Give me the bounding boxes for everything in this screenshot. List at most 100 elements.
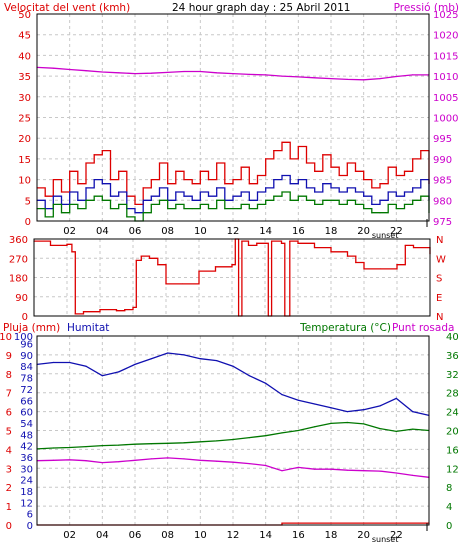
point-pressure [199, 70, 201, 73]
point-dew_point [167, 457, 169, 459]
point-dew_point [314, 468, 316, 470]
x-tick-label: 20 [357, 530, 370, 541]
point-wind [363, 195, 365, 197]
point-gust [52, 179, 54, 181]
point-avg_wind [273, 195, 275, 197]
point-wind [248, 199, 250, 201]
point-avg_wind [403, 203, 406, 206]
point-temperature [150, 443, 152, 445]
left-tick-label: 180 [9, 274, 28, 285]
left-tick-label: 15 [18, 155, 31, 166]
series-wind_direction [34, 238, 431, 317]
humidity-axis-label: Humitat [67, 322, 109, 334]
point-pressure [232, 73, 234, 75]
point-pressure [248, 73, 250, 76]
point-avg_wind [216, 199, 218, 201]
point-wind_direction [264, 242, 266, 244]
left-tick-label: 66 [20, 396, 33, 407]
point-humidity [183, 354, 185, 356]
point-dew_point [134, 459, 136, 461]
point-humidity [150, 358, 152, 360]
point-temperature [118, 444, 120, 446]
x-tick-label: 02 [63, 226, 76, 237]
point-gust [322, 154, 324, 156]
point-humidity [363, 409, 365, 411]
point-gust [256, 174, 259, 177]
right-tick-label: 20 [446, 427, 459, 438]
point-wind [297, 179, 299, 181]
point-wind_direction [132, 306, 134, 309]
point-wind [371, 203, 373, 206]
point-pressure [281, 75, 283, 77]
dew-point-axis-label: Punt rosada [392, 322, 454, 334]
x-tick-label: 02 [63, 530, 76, 541]
point-pressure [52, 67, 54, 69]
point-gust [158, 162, 161, 164]
point-dew_point [412, 474, 414, 476]
x-tick-label: 10 [194, 530, 207, 541]
point-temperature [52, 447, 54, 449]
right-tick-label: 12 [446, 464, 459, 475]
pressure-axis-label: Pressió (mb) [394, 2, 459, 14]
right-tick-label: 32 [446, 370, 459, 381]
point-wind [289, 183, 291, 185]
point-dew_point [69, 459, 71, 461]
point-wind [346, 187, 348, 189]
point-gust [232, 179, 234, 181]
point-avg_wind [158, 199, 161, 201]
point-humidity [69, 361, 71, 364]
point-temperature [395, 430, 397, 433]
point-wind [273, 179, 275, 181]
point-gust [134, 203, 136, 206]
point-gust [281, 141, 283, 143]
compass-letter: N [436, 235, 443, 246]
point-wind [387, 191, 389, 193]
point-avg_wind [224, 207, 226, 210]
point-dew_point [85, 460, 87, 462]
left-tick-label: 36 [20, 453, 33, 464]
left-tick-label: 12 [20, 498, 33, 509]
point-temperature [134, 443, 136, 445]
point-dew_point [101, 462, 103, 464]
point-avg_wind [126, 216, 128, 218]
point-pressure [314, 77, 316, 79]
point-wind [191, 199, 193, 201]
point-temperature [216, 440, 218, 442]
right-tick-label: 4 [446, 502, 452, 513]
point-wind [314, 191, 316, 193]
point-humidity [118, 371, 120, 373]
point-avg_wind [109, 207, 112, 210]
point-wind [330, 187, 332, 189]
x-tick-label: 04 [96, 530, 109, 541]
left-tick-label: 50 [18, 10, 31, 21]
point-humidity [134, 363, 136, 365]
left-tick-label: 48 [20, 430, 33, 441]
right-tick-label: 36 [446, 351, 459, 362]
point-avg_wind [77, 207, 79, 210]
point-pressure [150, 72, 152, 74]
point-gust [371, 187, 373, 189]
left-tick-label: 30 [20, 464, 33, 475]
right-tick-label: 990 [433, 155, 452, 166]
point-temperature [346, 421, 348, 424]
x-tick-label: 06 [129, 530, 142, 541]
point-avg_wind [101, 199, 103, 201]
point-wind_direction [214, 266, 217, 268]
point-wind [109, 195, 112, 197]
point-avg_wind [395, 207, 397, 210]
wind-axis-label: Velocitat del vent (kmh) [4, 2, 130, 14]
point-avg_wind [69, 203, 71, 206]
point-pressure [118, 72, 120, 74]
point-wind [216, 187, 218, 189]
left-tick-label: 360 [9, 235, 28, 246]
point-wind [183, 195, 185, 197]
point-pressure [167, 71, 169, 73]
graph-title: 24 hour graph day : 25 Abril 2011 [172, 2, 350, 14]
point-avg_wind [183, 207, 185, 210]
point-gust [175, 170, 177, 172]
point-pressure [395, 75, 397, 78]
point-humidity [395, 397, 397, 399]
point-wind [77, 199, 79, 201]
left-tick-label: 5 [6, 427, 12, 438]
